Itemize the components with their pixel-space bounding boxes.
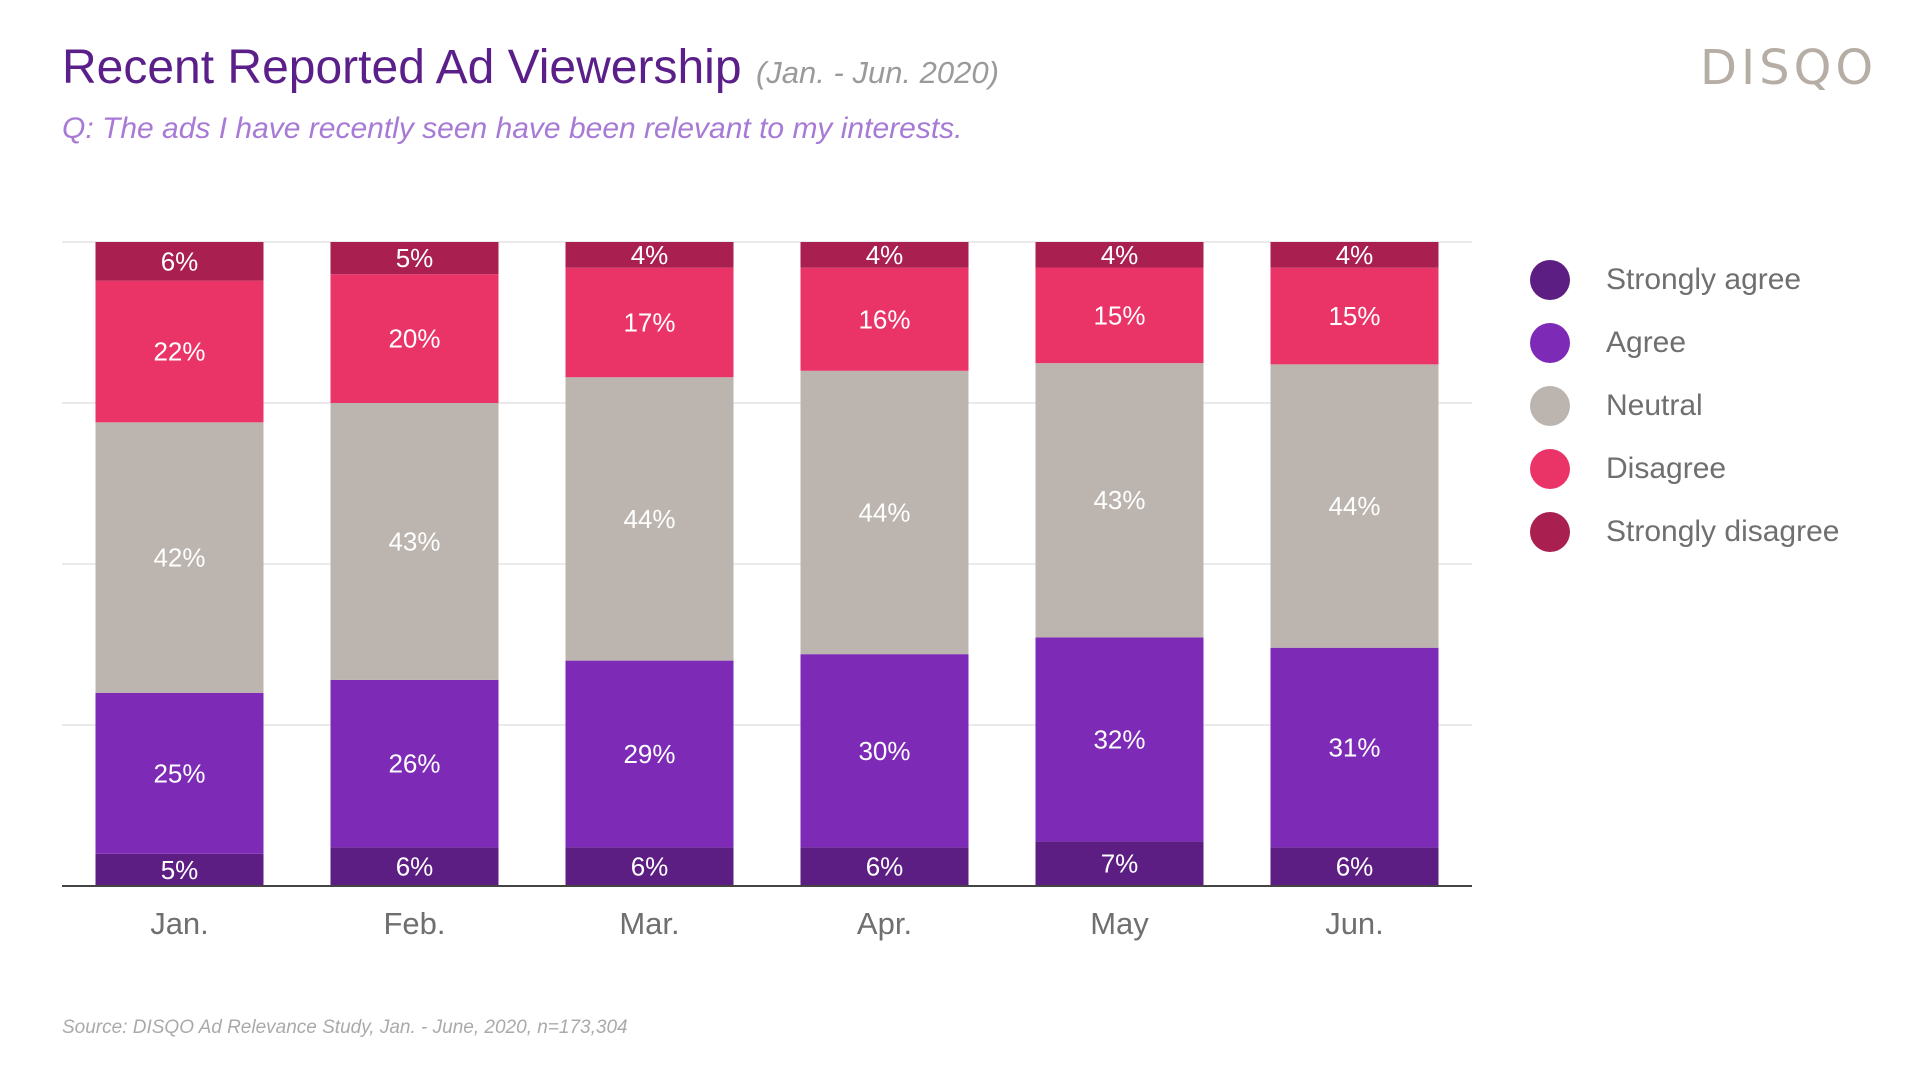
- legend-item-agree: Agree: [1530, 311, 1839, 374]
- data-label-strongly-agree: 7%: [1101, 849, 1139, 879]
- legend-swatch: [1530, 511, 1570, 552]
- bar-segment-disagree: [95, 280, 264, 423]
- data-label-agree: 32%: [1093, 724, 1145, 754]
- legend-swatch: [1530, 385, 1570, 426]
- legend-label: Neutral: [1606, 388, 1703, 422]
- bar-segment-disagree: [1270, 267, 1439, 365]
- data-label-agree: 26%: [388, 749, 440, 779]
- data-label-agree: 31%: [1328, 733, 1380, 763]
- bar-segment-strongly-agree: [330, 847, 499, 886]
- data-label-strongly-disagree: 5%: [396, 243, 434, 273]
- bar-segment-strongly-disagree: [330, 242, 499, 275]
- source-note: Source: DISQO Ad Relevance Study, Jan. -…: [62, 1017, 628, 1038]
- chart-title-row: Recent Reported Ad Viewership (Jan. - Ju…: [62, 40, 999, 95]
- x-tick-label: Jan.: [150, 906, 209, 941]
- bar-segment-disagree: [565, 267, 734, 378]
- legend-label: Disagree: [1606, 451, 1727, 485]
- bar-segment-disagree: [800, 267, 969, 371]
- data-label-strongly-disagree: 4%: [866, 240, 904, 270]
- bar-segment-disagree: [1035, 267, 1204, 364]
- legend-label: Strongly agree: [1606, 262, 1802, 296]
- x-tick-label: Apr.: [857, 906, 912, 941]
- data-label-strongly-agree: 6%: [396, 852, 434, 882]
- bar-segment-neutral: [1270, 364, 1439, 648]
- legend-item-neutral: Neutral: [1530, 374, 1839, 437]
- data-label-strongly-agree: 6%: [866, 852, 904, 882]
- data-label-strongly-disagree: 4%: [1336, 240, 1374, 270]
- bar-segment-agree: [1035, 637, 1204, 842]
- chart-title: Recent Reported Ad Viewership: [62, 41, 742, 94]
- data-label-strongly-agree: 6%: [1336, 852, 1374, 882]
- bar-segment-neutral: [800, 370, 969, 655]
- bar-segment-strongly-agree: [95, 853, 264, 886]
- x-tick-label: Jun.: [1325, 906, 1384, 941]
- bar-segment-strongly-disagree: [565, 242, 734, 268]
- data-label-neutral: 42%: [153, 543, 205, 573]
- data-label-neutral: 43%: [388, 526, 440, 556]
- legend-item-disagree: Disagree: [1530, 437, 1839, 500]
- bar-segment-neutral: [95, 422, 264, 693]
- bar-segment-neutral: [1035, 363, 1204, 638]
- data-label-agree: 30%: [858, 736, 910, 766]
- legend-swatch: [1530, 448, 1570, 489]
- data-label-disagree: 15%: [1328, 301, 1380, 331]
- bar-segment-strongly-disagree: [95, 242, 264, 281]
- data-label-disagree: 15%: [1093, 300, 1145, 330]
- bar-segment-strongly-agree: [800, 847, 969, 886]
- date-range: (Jan. - Jun. 2020): [755, 55, 999, 90]
- bar-segment-neutral: [330, 403, 499, 680]
- bar-segment-neutral: [565, 377, 734, 661]
- legend-label: Agree: [1606, 325, 1687, 359]
- bar-segment-strongly-disagree: [1270, 242, 1439, 268]
- bar-segment-agree: [330, 679, 499, 848]
- data-label-strongly-disagree: 6%: [161, 246, 199, 276]
- chart-subtitle: Q: The ads I have recently seen have bee…: [62, 112, 963, 145]
- data-label-neutral: 44%: [1328, 491, 1380, 521]
- data-label-disagree: 16%: [858, 304, 910, 334]
- x-tick-label: Feb.: [383, 906, 445, 941]
- bar-segment-strongly-disagree: [1035, 242, 1204, 268]
- x-tick-label: Mar.: [619, 906, 679, 941]
- bar-segment-agree: [565, 660, 734, 848]
- bar-segment-strongly-disagree: [800, 242, 969, 268]
- data-label-disagree: 22%: [153, 336, 205, 366]
- data-label-strongly-agree: 5%: [161, 855, 199, 885]
- data-label-agree: 25%: [153, 758, 205, 788]
- bar-segment-agree: [1270, 647, 1439, 848]
- bar-segment-disagree: [330, 274, 499, 403]
- data-label-strongly-agree: 6%: [631, 852, 669, 882]
- legend-swatch: [1530, 322, 1570, 363]
- legend-item-strongly-disagree: Strongly disagree: [1530, 500, 1839, 563]
- bar-segment-agree: [800, 654, 969, 848]
- data-label-neutral: 44%: [623, 504, 675, 534]
- legend-item-strongly-agree: Strongly agree: [1530, 248, 1839, 311]
- bar-segment-strongly-agree: [1270, 847, 1439, 886]
- legend-swatch: [1530, 259, 1570, 300]
- bar-segment-agree: [95, 692, 264, 854]
- data-label-disagree: 17%: [623, 308, 675, 338]
- legend-label: Strongly disagree: [1606, 514, 1840, 548]
- x-tick-label: May: [1090, 906, 1149, 941]
- data-label-strongly-disagree: 4%: [1101, 240, 1139, 270]
- bar-segment-strongly-agree: [1035, 841, 1204, 886]
- data-label-agree: 29%: [623, 739, 675, 769]
- data-label-neutral: 43%: [1093, 485, 1145, 515]
- chart-legend: Strongly agree Agree Neutral Disagree Strong…: [1530, 248, 1839, 563]
- data-label-strongly-disagree: 4%: [631, 240, 669, 270]
- bar-segment-strongly-agree: [565, 847, 734, 886]
- data-label-neutral: 44%: [858, 497, 910, 527]
- data-label-disagree: 20%: [388, 324, 440, 354]
- disqo-logo: DISQO: [1700, 40, 1878, 96]
